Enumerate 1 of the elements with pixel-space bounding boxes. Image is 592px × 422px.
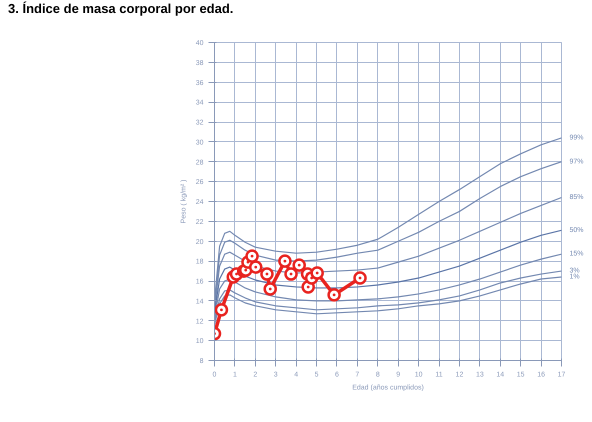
chart-title: 3. Índice de masa corporal por edad.	[8, 0, 234, 18]
